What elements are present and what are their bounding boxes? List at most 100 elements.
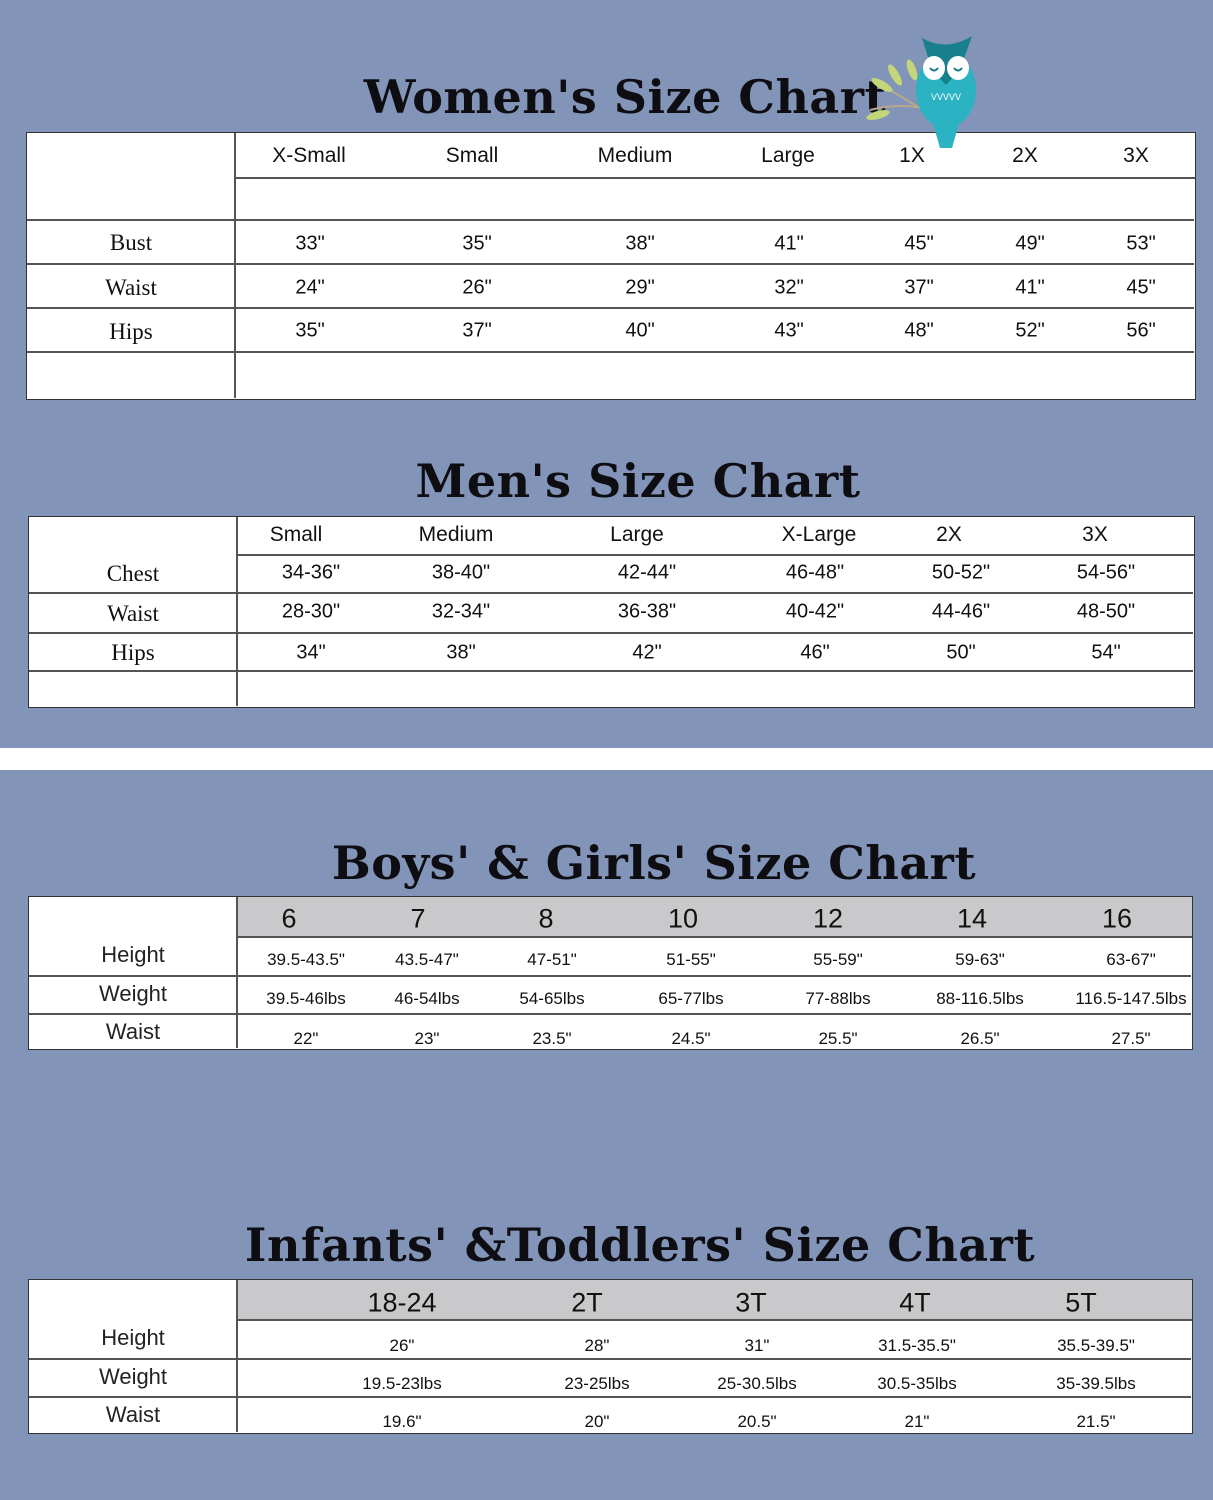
- table-cell: 41": [1015, 276, 1045, 299]
- table-cell: 48-50": [1076, 600, 1136, 623]
- column-header: Small: [445, 144, 499, 167]
- table-cell: 42": [632, 641, 662, 664]
- table-cell: 23.5": [532, 1029, 572, 1048]
- table-cell: 40-42": [785, 600, 845, 623]
- table-cell: 28": [584, 1336, 610, 1355]
- table-cell: 42-44": [617, 561, 677, 584]
- table-cell: 37": [904, 276, 934, 299]
- table-cell: 53": [1126, 232, 1156, 255]
- header-line: [236, 936, 1192, 938]
- kids-title: Boys' & Girls' Size Chart: [331, 836, 977, 890]
- table-cell: 29": [625, 276, 655, 299]
- column-header: 16: [1101, 903, 1133, 934]
- infants-table: 18-24 2T 3T 4T 5T Height 26" 28" 31" 31.5-35.5" 35…: [28, 1279, 1193, 1434]
- table-cell: 19.6": [382, 1412, 422, 1431]
- table-cell: 46-48": [785, 561, 845, 584]
- table-cell: 54-56": [1076, 561, 1136, 584]
- table-cell: 39.5-43.5": [267, 950, 345, 969]
- row-line: [29, 592, 1193, 594]
- header-background: [236, 897, 1192, 936]
- column-header: 12: [812, 903, 844, 934]
- column-header: 5T: [1065, 1287, 1097, 1318]
- table-cell: 54-65lbs: [519, 989, 585, 1008]
- column-divider: [234, 133, 236, 398]
- table-cell: 23-25lbs: [564, 1374, 630, 1393]
- row-line: [29, 1358, 1191, 1360]
- column-header: 2X: [936, 523, 962, 546]
- table-cell: 21": [904, 1412, 930, 1431]
- table-cell: 51-55": [666, 950, 716, 969]
- table-cell: 30.5-35lbs: [877, 1374, 957, 1393]
- column-header: 7: [410, 903, 426, 934]
- owl-logo-icon: VVVVV: [866, 36, 976, 148]
- row-label: Chest: [106, 561, 160, 586]
- table-cell: 28-30": [281, 600, 341, 623]
- row-line: [29, 670, 1193, 672]
- table-cell: 43": [774, 319, 804, 342]
- column-header: Medium: [597, 144, 673, 167]
- table-cell: 35.5-39.5": [1057, 1336, 1135, 1355]
- table-cell: 26": [462, 276, 492, 299]
- table-cell: 56": [1126, 319, 1156, 342]
- svg-text:VVVVV: VVVVV: [931, 92, 961, 102]
- column-header: Large: [761, 144, 815, 167]
- column-header: X-Small: [272, 144, 346, 167]
- column-header: 4T: [899, 1287, 931, 1318]
- kids-table: 6 7 8 10 12 14 16 Height 39.5-43.5" 43.5-47" 47-51…: [28, 896, 1193, 1050]
- row-line: [27, 351, 1194, 353]
- column-header: 10: [667, 903, 699, 934]
- table-cell: 21.5": [1076, 1412, 1116, 1431]
- column-header: 3X: [1082, 523, 1108, 546]
- table-cell: 35-39.5lbs: [1056, 1374, 1136, 1393]
- column-header: 18-24: [367, 1287, 437, 1318]
- row-label: Hips: [109, 319, 153, 344]
- table-cell: 63-67": [1106, 950, 1156, 969]
- row-line: [29, 632, 1193, 634]
- row-label: Bust: [109, 230, 153, 255]
- header-line: [236, 1319, 1192, 1321]
- table-cell: 55-59": [813, 950, 863, 969]
- column-header: Medium: [418, 523, 494, 546]
- column-divider: [236, 1280, 238, 1432]
- table-cell: 39.5-46lbs: [266, 989, 346, 1008]
- row-label: Hips: [111, 640, 155, 665]
- table-cell: 35": [462, 232, 492, 255]
- table-cell: 47-51": [527, 950, 577, 969]
- table-cell: 44-46": [931, 600, 991, 623]
- table-cell: 26": [389, 1336, 415, 1355]
- table-cell: 45": [904, 232, 934, 255]
- header-line: [236, 554, 1194, 556]
- column-header: 14: [956, 903, 988, 934]
- row-label: Waist: [107, 601, 159, 626]
- column-header: 6: [281, 903, 297, 934]
- table-cell: 26.5": [960, 1029, 1000, 1048]
- table-cell: 88-116.5lbs: [936, 989, 1024, 1008]
- table-cell: 19.5-23lbs: [362, 1374, 442, 1393]
- women-title: Women's Size Chart: [363, 70, 887, 124]
- row-line: [29, 1396, 1191, 1398]
- table-cell: 77-88lbs: [805, 989, 871, 1008]
- column-divider: [236, 517, 238, 706]
- table-cell: 31": [744, 1336, 770, 1355]
- table-cell: 33": [295, 232, 325, 255]
- table-cell: 20": [584, 1412, 610, 1431]
- column-divider: [236, 897, 238, 1048]
- table-cell: 59-63": [955, 950, 1005, 969]
- table-cell: 54": [1091, 641, 1121, 664]
- column-header: 3X: [1123, 144, 1149, 167]
- table-cell: 46": [800, 641, 830, 664]
- row-label: Waist: [105, 275, 157, 300]
- column-header: 1X: [899, 144, 925, 167]
- table-cell: 45": [1126, 276, 1156, 299]
- table-cell: 34": [296, 641, 326, 664]
- white-divider-band: [0, 748, 1213, 770]
- table-cell: 65-77lbs: [658, 989, 724, 1008]
- table-cell: 35": [295, 319, 325, 342]
- men-title: Men's Size Chart: [415, 454, 861, 508]
- table-cell: 24": [295, 276, 325, 299]
- row-line: [27, 219, 1194, 221]
- table-cell: 38": [446, 641, 476, 664]
- table-cell: 52": [1015, 319, 1045, 342]
- column-header: 2X: [1012, 144, 1038, 167]
- row-label: Weight: [98, 1364, 168, 1389]
